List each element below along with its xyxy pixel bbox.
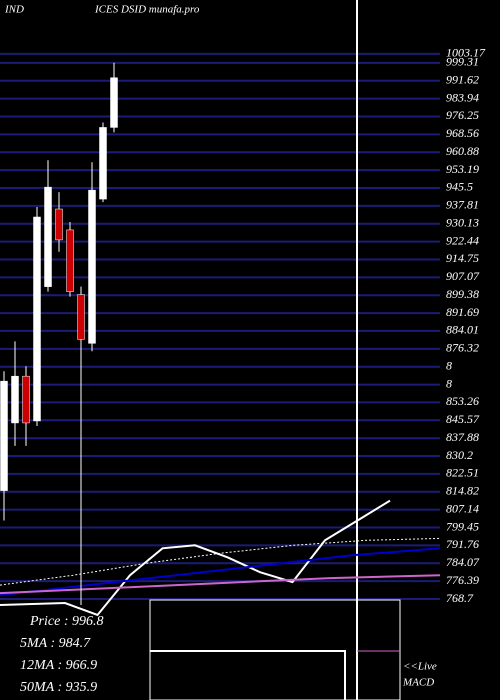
candle-body bbox=[44, 186, 52, 287]
y-tick-label: 907.07 bbox=[446, 269, 480, 283]
macd-label: MACD bbox=[402, 677, 434, 689]
candle-body bbox=[33, 216, 41, 422]
y-tick-label: 976.25 bbox=[446, 108, 479, 122]
macd-label: <<Live bbox=[403, 661, 437, 673]
y-tick-label: 1003.17 bbox=[446, 46, 486, 60]
y-tick-label: 776.39 bbox=[446, 573, 479, 587]
y-tick-label: 837.88 bbox=[446, 430, 479, 444]
candle-body bbox=[77, 294, 85, 340]
indicator-line bbox=[0, 499, 391, 617]
y-tick-label: 914.75 bbox=[446, 251, 479, 265]
candle-body bbox=[55, 208, 63, 241]
y-tick-label: 822.51 bbox=[446, 466, 479, 480]
candle-body bbox=[11, 375, 19, 424]
y-tick-label: 922.44 bbox=[446, 233, 479, 247]
y-tick-label: 891.69 bbox=[446, 305, 479, 319]
y-tick-label: 991.62 bbox=[446, 72, 479, 86]
y-tick-label: 814.82 bbox=[446, 484, 479, 498]
y-tick-label: 953.19 bbox=[446, 162, 479, 176]
y-tick-label: 830.2 bbox=[446, 448, 473, 462]
candle-body bbox=[0, 380, 8, 491]
info-text: Price : 996.8 bbox=[29, 614, 103, 629]
info-text: 50MA : 935.9 bbox=[20, 680, 97, 695]
candle-body bbox=[66, 229, 74, 292]
title-right: ICES DSID munafa.pro bbox=[94, 4, 200, 16]
y-tick-label: 937.81 bbox=[446, 198, 479, 212]
y-tick-label: 930.13 bbox=[446, 215, 479, 229]
y-tick-label: 8 bbox=[446, 358, 452, 372]
y-tick-label: 968.56 bbox=[446, 126, 479, 140]
y-tick-label: 768.7 bbox=[446, 591, 474, 605]
y-tick-label: 807.14 bbox=[446, 501, 479, 515]
candle-body bbox=[88, 189, 96, 344]
candle-body bbox=[99, 127, 107, 200]
y-tick-label: 8 bbox=[446, 376, 452, 390]
y-tick-label: 845.57 bbox=[446, 412, 480, 426]
y-tick-label: 876.32 bbox=[446, 341, 479, 355]
title-left: IND bbox=[4, 4, 24, 16]
candle-body bbox=[110, 77, 118, 128]
macd-line bbox=[150, 650, 346, 700]
info-text: 12MA : 966.9 bbox=[20, 658, 97, 673]
candle-body bbox=[22, 375, 30, 424]
y-tick-label: 899.38 bbox=[446, 287, 479, 301]
y-tick-label: 884.01 bbox=[446, 323, 479, 337]
indicator-line bbox=[0, 547, 441, 597]
indicator-line bbox=[0, 574, 441, 595]
y-tick-label: 784.07 bbox=[446, 555, 480, 569]
y-tick-label: 853.26 bbox=[446, 394, 479, 408]
y-tick-label: 999.31 bbox=[446, 55, 479, 69]
y-tick-label: 791.76 bbox=[446, 537, 479, 551]
y-tick-label: 983.94 bbox=[446, 90, 479, 104]
indicator-line bbox=[0, 537, 441, 586]
y-tick-label: 960.88 bbox=[446, 144, 479, 158]
y-tick-label: 945.5 bbox=[446, 180, 473, 194]
info-text: 5MA : 984.7 bbox=[20, 636, 91, 651]
y-tick-label: 799.45 bbox=[446, 519, 479, 533]
